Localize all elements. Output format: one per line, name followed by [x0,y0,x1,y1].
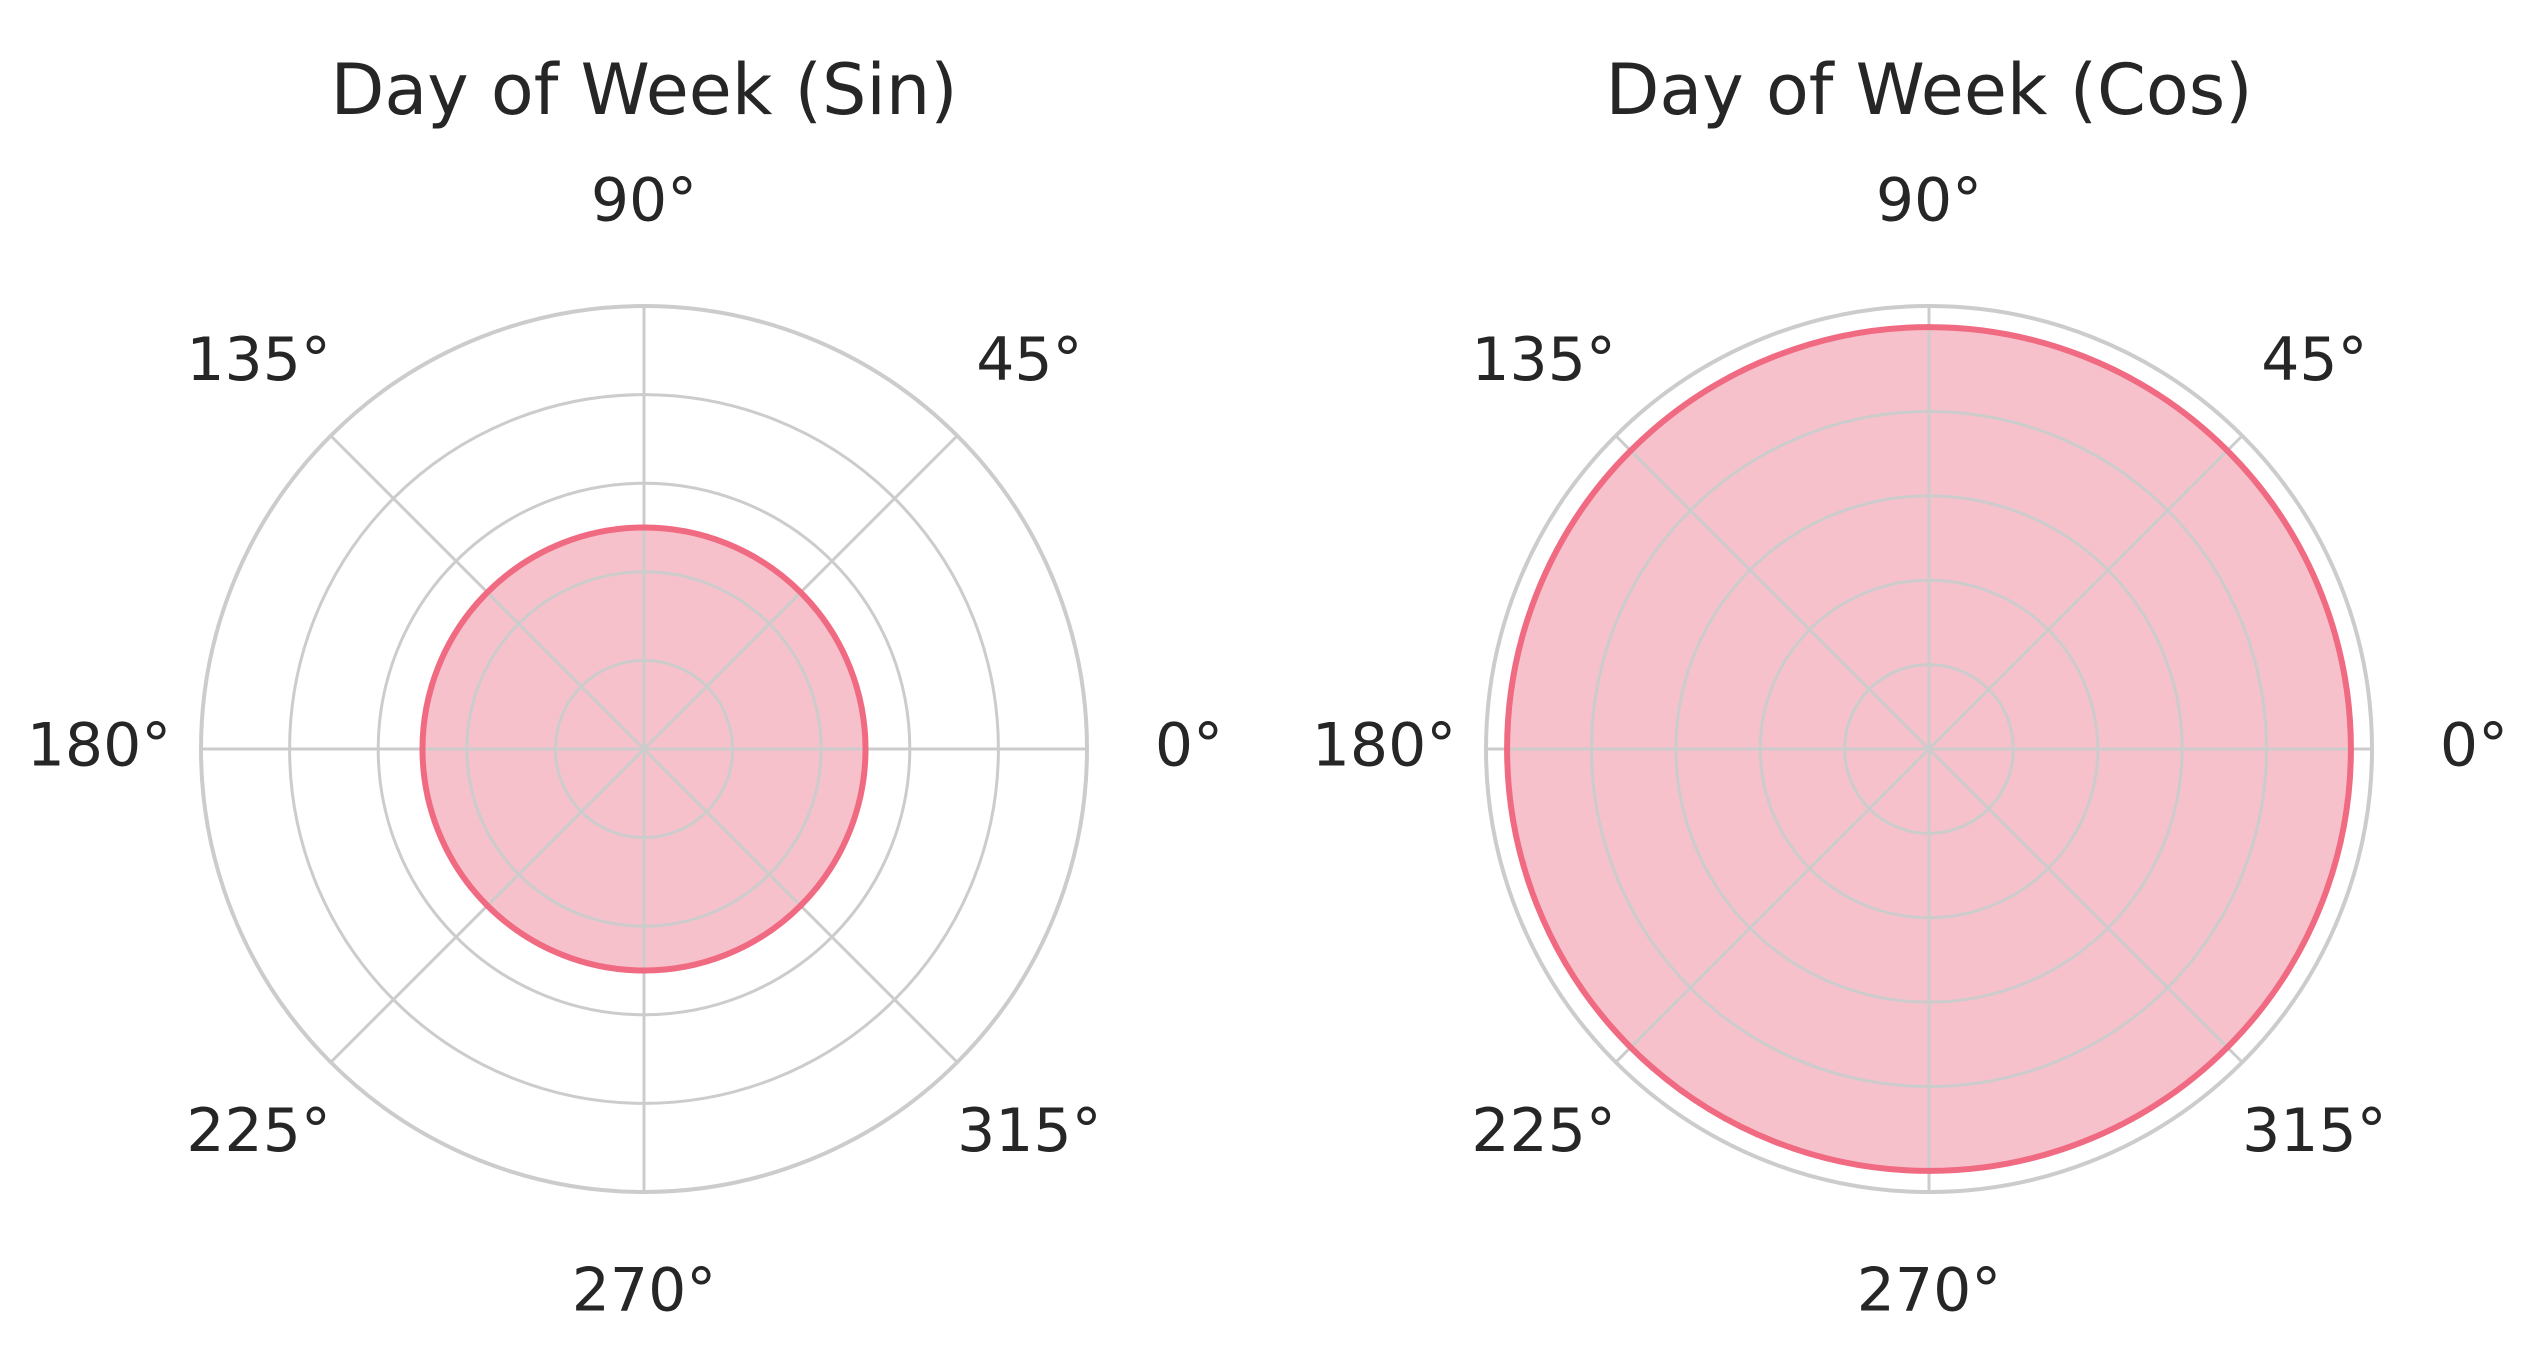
grid-spoke [1614,747,1931,1064]
grid-spoke [1927,747,2244,1064]
x-tick-label: 0° [2440,711,2508,781]
x-tick-label: 270° [1857,1256,2002,1326]
x-tick-label: 270° [572,1256,717,1326]
grid-spoke [1927,434,2244,751]
x-tick-label: 315° [2242,1096,2387,1166]
x-tick-label: 315° [957,1096,1102,1166]
grid-spoke [1614,434,1931,751]
line [1504,324,2354,1174]
x-tick-label: 90° [591,166,697,236]
x-tick-label: 225° [1471,1096,1616,1166]
polar-frame [199,304,1089,1194]
x-tick-label: 0° [1155,711,1223,781]
x-tick-label: 90° [1876,166,1982,236]
x-tick-label: 45° [2261,325,2367,395]
line [419,524,869,974]
x-tick-label: 135° [1471,325,1616,395]
polar-frame [1484,304,2374,1194]
chart-title: Day of Week (Sin) [330,49,957,131]
x-tick-label: 225° [186,1096,331,1166]
x-tick-label: 45° [976,325,1082,395]
x-tick-label: 180° [27,711,172,781]
x-tick-label: 180° [1312,711,1457,781]
chart-title: Day of Week (Cos) [1605,49,2252,131]
x-tick-label: 135° [186,325,331,395]
